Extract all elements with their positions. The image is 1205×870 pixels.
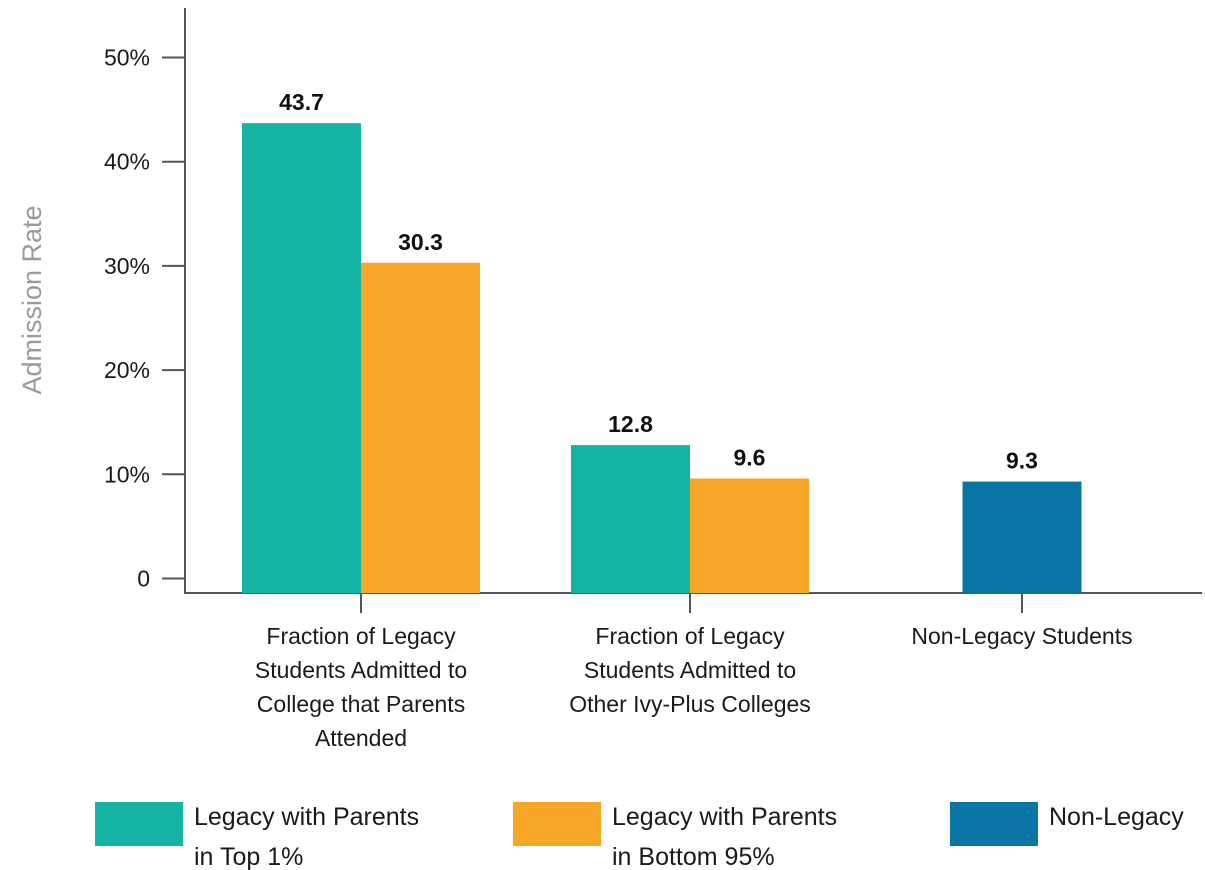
bar (962, 481, 1082, 593)
category-label-line: Students Admitted to (255, 657, 467, 683)
legend: Legacy with Parents in Top 1%Legacy with … (95, 802, 1184, 870)
legend-swatch (513, 802, 601, 846)
legend-label-line: in Bottom 95% (612, 843, 775, 870)
bar-value-label: 9.6 (734, 444, 766, 470)
category-label-line: Students Admitted to (584, 657, 796, 683)
category-label-line: Attended (315, 725, 407, 751)
category-label: Fraction of Legacy Students Admitted to Ot… (569, 623, 811, 717)
category-label-line: Fraction of Legacy (595, 623, 785, 649)
category-labels: Fraction of Legacy Students Admitted to Co… (255, 623, 1133, 751)
y-tick-label: 50% (104, 45, 150, 71)
bars (242, 123, 1082, 593)
category-label-line: Non-Legacy Students (911, 623, 1132, 649)
value-labels: 43.7 30.3 12.8 9.6 9.3 (279, 89, 1038, 473)
y-tick-label: 40% (104, 149, 150, 175)
bar (242, 123, 361, 593)
bar (571, 445, 690, 593)
legend-label-line: Legacy with Parents (194, 803, 419, 831)
legend-label-line: Non-Legacy (1049, 803, 1184, 831)
legend-swatch (950, 802, 1038, 846)
bar-value-label: 43.7 (279, 89, 324, 115)
bar-value-label: 30.3 (398, 229, 443, 255)
category-label: Fraction of Legacy Students Admitted to Co… (255, 623, 467, 751)
bar (690, 478, 809, 593)
y-axis-label: Admission Rate (17, 205, 47, 394)
y-tick-label: 10% (104, 461, 150, 487)
bar-value-label: 12.8 (608, 411, 653, 437)
bar-value-label: 9.3 (1006, 448, 1038, 474)
legend-label-line: in Top 1% (194, 843, 303, 870)
legend-label: Legacy with Parents in Top 1% (194, 803, 419, 870)
legend-label: Legacy with Parents in Bottom 95% (612, 803, 837, 870)
bar (361, 262, 480, 593)
legend-swatch (95, 802, 183, 846)
y-tick-label: 20% (104, 357, 150, 383)
category-label-line: Other Ivy-Plus Colleges (569, 691, 811, 717)
legend-label: Non-Legacy (1049, 803, 1184, 831)
legend-label-line: Legacy with Parents (612, 803, 837, 831)
y-tick-label: 0 (137, 566, 150, 592)
category-label: Non-Legacy Students (911, 623, 1132, 649)
category-label-line: College that Parents (257, 691, 465, 717)
y-tick-label: 30% (104, 253, 150, 279)
category-label-line: Fraction of Legacy (266, 623, 456, 649)
